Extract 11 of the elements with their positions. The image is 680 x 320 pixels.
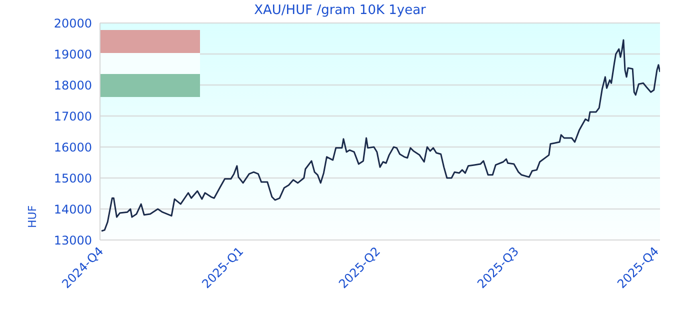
chart-title: XAU/HUF /gram 10K 1year [253, 3, 427, 18]
y-tick-label: 13000 [54, 233, 92, 248]
y-tick-label: 20000 [54, 16, 92, 30]
y-tick-label: 17000 [54, 109, 92, 124]
y-tick-label: 14000 [54, 202, 92, 216]
y-axis-title: HUF [26, 205, 39, 228]
y-tick-label: 15000 [54, 171, 92, 186]
y-tick-label: 16000 [54, 140, 92, 154]
y-tick-label: 19000 [54, 47, 92, 62]
line-series [100, 39, 660, 232]
y-tick-label: 18000 [54, 78, 92, 92]
